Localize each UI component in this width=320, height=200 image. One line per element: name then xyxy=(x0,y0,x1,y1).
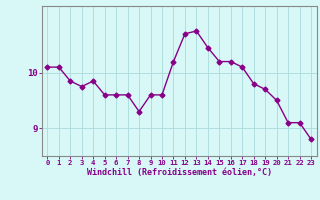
X-axis label: Windchill (Refroidissement éolien,°C): Windchill (Refroidissement éolien,°C) xyxy=(87,168,272,177)
